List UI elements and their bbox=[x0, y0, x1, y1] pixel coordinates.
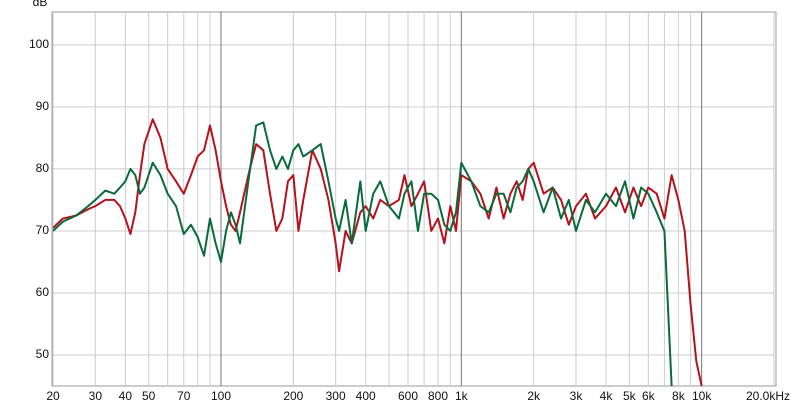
y-tick-label: 90 bbox=[36, 99, 50, 113]
x-tick-label: 70 bbox=[177, 389, 191, 403]
x-tick-label: 400 bbox=[356, 389, 376, 403]
x-tick-label: 10k bbox=[692, 389, 712, 403]
y-tick-label: 80 bbox=[36, 161, 50, 175]
x-tick-label: 40 bbox=[119, 389, 133, 403]
x-tick-label: 600 bbox=[398, 389, 418, 403]
x-tick-label: 20.0kHz bbox=[746, 389, 790, 403]
x-tick-label: 1k bbox=[455, 389, 469, 403]
y-tick-label: 60 bbox=[36, 285, 50, 299]
x-tick-label: 2k bbox=[527, 389, 541, 403]
x-tick-label: 800 bbox=[428, 389, 448, 403]
x-tick-label: 3k bbox=[570, 389, 584, 403]
x-tick-label: 5k bbox=[623, 389, 637, 403]
y-axis-label: dB bbox=[33, 0, 48, 9]
x-tick-label: 50 bbox=[142, 389, 156, 403]
x-tick-label: 4k bbox=[600, 389, 614, 403]
y-tick-label: 70 bbox=[36, 223, 50, 237]
y-tick-label: 50 bbox=[36, 347, 50, 361]
x-tick-label: 6k bbox=[642, 389, 656, 403]
x-tick-label: 30 bbox=[89, 389, 103, 403]
series-line bbox=[53, 121, 673, 386]
x-tick-label: 8k bbox=[672, 389, 686, 403]
y-tick-label: 100 bbox=[29, 37, 49, 51]
x-tick-label: 100 bbox=[211, 389, 231, 403]
x-tick-label: 200 bbox=[283, 389, 303, 403]
x-tick-label: 20 bbox=[46, 389, 60, 403]
x-tick-label: 300 bbox=[326, 389, 346, 403]
